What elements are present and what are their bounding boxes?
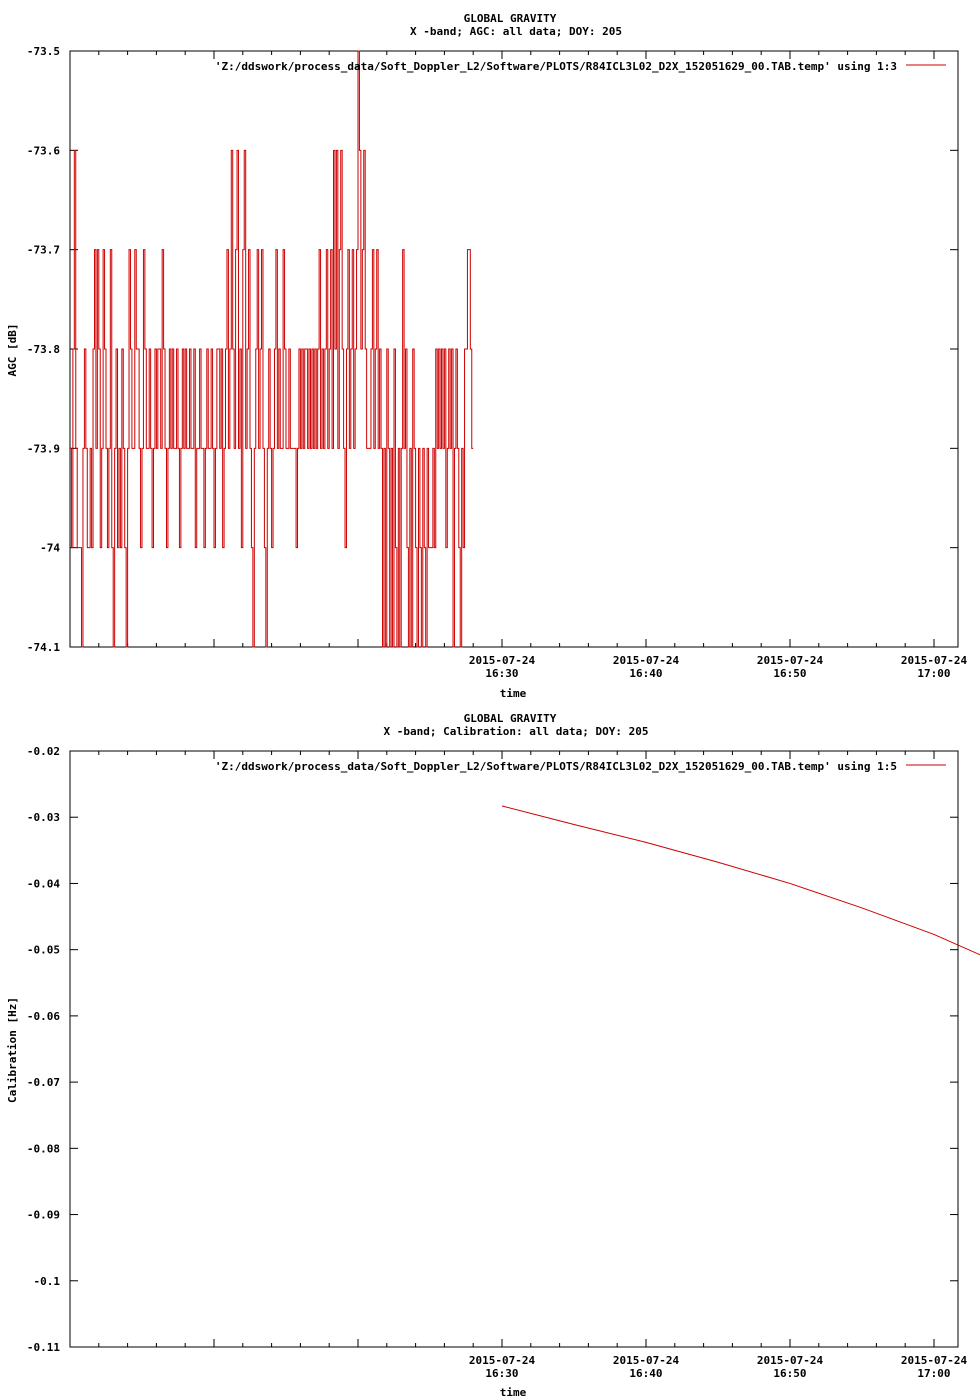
x-tick-date-label: 2015-07-24 (757, 654, 824, 667)
y-tick-label: -0.09 (27, 1209, 60, 1222)
calibration-legend-label: 'Z:/ddswork/process_data/Soft_Doppler_L2… (215, 760, 897, 773)
x-tick-date-label: 2015-07-24 (901, 1354, 968, 1367)
agc-legend-label: 'Z:/ddswork/process_data/Soft_Doppler_L2… (215, 60, 897, 73)
calibration-chart-subtitle: X -band; Calibration: all data; DOY: 205 (384, 725, 649, 738)
x-tick-date-label: 2015-07-24 (757, 1354, 824, 1367)
y-tick-label: -73.6 (27, 144, 60, 157)
agc-x-axis: 2015-07-2416:302015-07-2416:402015-07-24… (69, 51, 968, 680)
x-tick-date-label: 2015-07-24 (613, 654, 680, 667)
y-tick-label: -73.7 (27, 244, 60, 257)
calibration-x-axis: 2015-07-2416:302015-07-2416:402015-07-24… (69, 751, 968, 1380)
calibration-plot-area (69, 750, 959, 1348)
x-tick-time-label: 16:30 (485, 1367, 518, 1380)
y-tick-label: -73.8 (27, 343, 60, 356)
x-tick-time-label: 16:30 (485, 667, 518, 680)
x-tick-date-label: 2015-07-24 (901, 654, 968, 667)
y-tick-label: -0.07 (27, 1076, 60, 1089)
x-tick-date-label: 2015-07-24 (469, 1354, 536, 1367)
y-tick-label: -0.11 (27, 1341, 60, 1354)
x-tick-date-label: 2015-07-24 (469, 654, 536, 667)
x-tick-date-label: 2015-07-24 (613, 1354, 680, 1367)
y-tick-label: -0.02 (27, 745, 60, 758)
calibration-chart-title: GLOBAL GRAVITY (464, 712, 557, 725)
x-tick-time-label: 16:40 (629, 667, 662, 680)
agc-chart-title: GLOBAL GRAVITY (464, 12, 557, 25)
x-tick-time-label: 17:00 (917, 667, 950, 680)
calibration-y-axis: -0.02 -0.03 -0.04 -0.05 -0.06 -0.07 -0.08 -0.09… (27, 745, 958, 1354)
calibration-series-line (501, 805, 980, 956)
x-tick-time-label: 17:00 (917, 1367, 950, 1380)
calibration-y-axis-label: Calibration [Hz] (6, 997, 19, 1103)
x-tick-time-label: 16:50 (773, 1367, 806, 1380)
y-tick-label: -0.06 (27, 1010, 60, 1023)
agc-y-axis-label: AGC [dB] (6, 324, 19, 377)
y-tick-label: -0.03 (27, 811, 60, 824)
y-tick-label: -0.08 (27, 1142, 60, 1155)
calibration-chart: GLOBAL GRAVITY X -band; Calibration: all… (6, 712, 980, 1399)
calibration-x-axis-label: time (500, 1386, 527, 1399)
y-tick-label: -74.1 (27, 641, 60, 654)
agc-chart: GLOBAL GRAVITY X -band; AGC: all data; D… (6, 12, 968, 700)
y-tick-label: -0.1 (34, 1275, 61, 1288)
x-tick-time-label: 16:40 (629, 1367, 662, 1380)
agc-x-axis-label: time (500, 687, 527, 700)
x-tick-time-label: 16:50 (773, 667, 806, 680)
y-tick-label: -74 (40, 542, 60, 555)
agc-series-line (70, 50, 474, 648)
y-tick-label: -73.5 (27, 45, 60, 58)
y-tick-label: -0.04 (27, 877, 60, 890)
y-tick-label: -0.05 (27, 944, 60, 957)
y-tick-label: -73.9 (27, 442, 60, 455)
agc-chart-subtitle: X -band; AGC: all data; DOY: 205 (410, 25, 622, 38)
plot-frame (69, 750, 959, 1348)
